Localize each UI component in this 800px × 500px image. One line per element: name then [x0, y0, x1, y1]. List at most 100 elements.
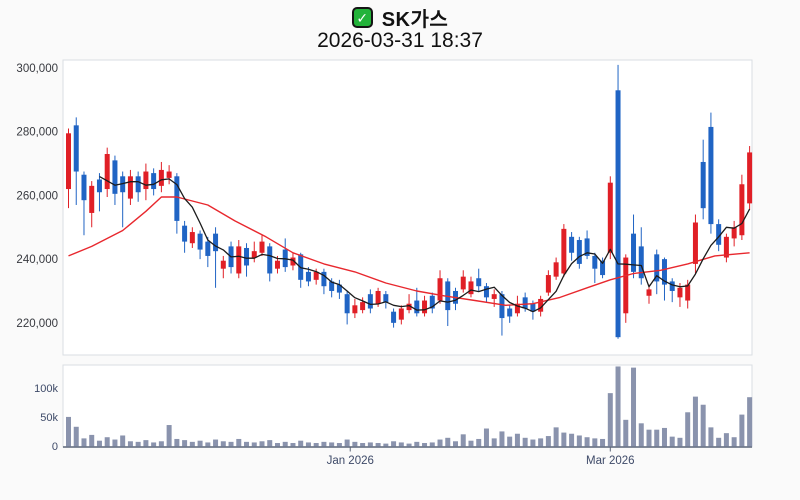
volume-bar[interactable] — [236, 438, 242, 447]
volume-bar[interactable] — [313, 443, 319, 447]
candlestick[interactable] — [251, 251, 257, 258]
candlestick[interactable] — [692, 222, 698, 264]
volume-bar[interactable] — [120, 435, 126, 447]
volume-bar[interactable] — [553, 427, 559, 447]
candlestick[interactable] — [468, 281, 474, 295]
candlestick[interactable] — [739, 184, 745, 236]
candlestick[interactable] — [375, 290, 381, 304]
volume-bar[interactable] — [151, 442, 157, 447]
candlestick[interactable] — [708, 126, 714, 225]
volume-bar[interactable] — [739, 414, 745, 447]
volume-bar[interactable] — [592, 438, 598, 447]
candlestick[interactable] — [104, 154, 110, 190]
volume-bar[interactable] — [367, 442, 373, 447]
volume-bar[interactable] — [305, 442, 311, 447]
candlestick[interactable] — [151, 173, 157, 190]
volume-bar[interactable] — [716, 437, 722, 447]
volume-bar[interactable] — [213, 439, 219, 447]
volume-bar[interactable] — [584, 437, 590, 447]
volume-bar[interactable] — [81, 438, 87, 447]
candlestick[interactable] — [135, 176, 141, 193]
volume-bar[interactable] — [282, 441, 288, 447]
candlestick[interactable] — [723, 236, 729, 258]
volume-bar[interactable] — [638, 423, 644, 447]
volume-bar[interactable] — [522, 437, 528, 447]
candlestick[interactable] — [367, 294, 373, 309]
volume-bar[interactable] — [112, 439, 118, 447]
candlestick[interactable] — [360, 302, 366, 311]
volume-bar[interactable] — [298, 440, 304, 447]
candlestick[interactable] — [174, 176, 180, 221]
volume-bar[interactable] — [623, 419, 629, 447]
volume-bar[interactable] — [600, 438, 606, 447]
volume-bar[interactable] — [731, 437, 737, 447]
volume-bar[interactable] — [460, 434, 466, 447]
candlestick[interactable] — [437, 278, 443, 301]
volume-bar[interactable] — [561, 432, 567, 447]
candlestick[interactable] — [391, 311, 397, 323]
candlestick[interactable] — [398, 308, 404, 320]
volume-bar[interactable] — [406, 443, 412, 447]
volume-bar[interactable] — [677, 437, 683, 447]
candlestick[interactable] — [661, 259, 667, 285]
volume-bar[interactable] — [530, 439, 536, 447]
candlestick[interactable] — [553, 262, 559, 277]
candlestick[interactable] — [483, 286, 489, 298]
candlestick[interactable] — [538, 298, 544, 312]
volume-bar[interactable] — [646, 429, 652, 447]
candlestick[interactable] — [545, 275, 551, 293]
candlestick[interactable] — [81, 174, 87, 201]
volume-bar[interactable] — [569, 433, 575, 447]
candlestick[interactable] — [406, 303, 412, 311]
volume-bar[interactable] — [244, 441, 250, 447]
candlestick[interactable] — [236, 246, 242, 274]
volume-bar[interactable] — [422, 443, 428, 447]
candlestick[interactable] — [352, 305, 358, 314]
candlestick[interactable] — [700, 161, 706, 209]
volume-bar[interactable] — [336, 443, 342, 447]
volume-bar[interactable] — [174, 438, 180, 447]
price-pane[interactable] — [62, 59, 753, 356]
volume-bar[interactable] — [499, 431, 505, 447]
candlestick[interactable] — [305, 271, 311, 282]
volume-bar[interactable] — [329, 442, 335, 447]
volume-bar[interactable] — [96, 440, 102, 447]
volume-bar[interactable] — [538, 438, 544, 447]
candlestick[interactable] — [499, 294, 505, 319]
volume-pane[interactable] — [62, 364, 753, 448]
volume-bar[interactable] — [654, 429, 660, 447]
candlestick[interactable] — [73, 125, 79, 172]
candlestick[interactable] — [669, 281, 675, 291]
candlestick[interactable] — [414, 300, 420, 314]
volume-bar[interactable] — [205, 442, 211, 447]
volume-bar[interactable] — [383, 443, 389, 447]
volume-bar[interactable] — [267, 440, 273, 447]
candlestick[interactable] — [244, 247, 250, 266]
candlestick[interactable] — [213, 233, 219, 252]
candlestick[interactable] — [623, 257, 629, 314]
volume-bar[interactable] — [259, 441, 265, 447]
volume-bar[interactable] — [290, 443, 296, 447]
volume-bar[interactable] — [127, 441, 133, 447]
candlestick[interactable] — [685, 284, 691, 301]
candlestick[interactable] — [143, 171, 149, 190]
volume-bar[interactable] — [615, 366, 621, 447]
volume-bar[interactable] — [514, 433, 520, 447]
volume-bar[interactable] — [445, 437, 451, 447]
candlestick[interactable] — [336, 284, 342, 293]
volume-bar[interactable] — [73, 426, 79, 447]
volume-bar[interactable] — [453, 441, 458, 447]
volume-bar[interactable] — [700, 404, 706, 447]
volume-bar[interactable] — [437, 439, 443, 447]
volume-bar[interactable] — [429, 442, 435, 447]
volume-bar[interactable] — [228, 441, 234, 447]
volume-bar[interactable] — [89, 434, 95, 447]
candlestick[interactable] — [158, 169, 164, 186]
candlestick[interactable] — [290, 257, 296, 266]
candlestick[interactable] — [507, 308, 513, 317]
candlestick[interactable] — [607, 182, 613, 253]
candlestick[interactable] — [677, 287, 683, 298]
candlestick[interactable] — [530, 303, 536, 312]
volume-bar[interactable] — [182, 440, 188, 447]
